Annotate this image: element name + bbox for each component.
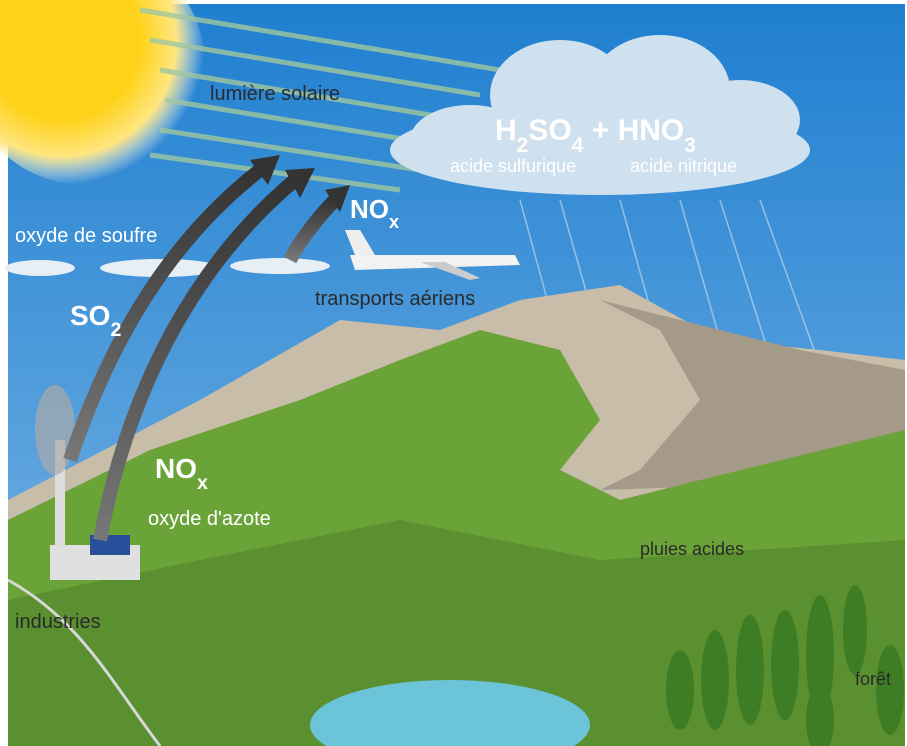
label: lumière solaire <box>210 83 340 105</box>
label: acide sulfurique <box>450 156 576 176</box>
label: oxyde de soufre <box>15 225 157 247</box>
label: industries <box>15 611 101 633</box>
acid-rain-diagram: lumière solaire H2SO4 + HNO3 acide sulfu… <box>0 0 907 746</box>
label: forêt <box>855 669 891 689</box>
label: acide nitrique <box>630 156 737 176</box>
label: pluies acides <box>640 539 744 559</box>
label: oxyde d'azote <box>148 508 271 530</box>
label: transports aériens <box>315 288 475 310</box>
